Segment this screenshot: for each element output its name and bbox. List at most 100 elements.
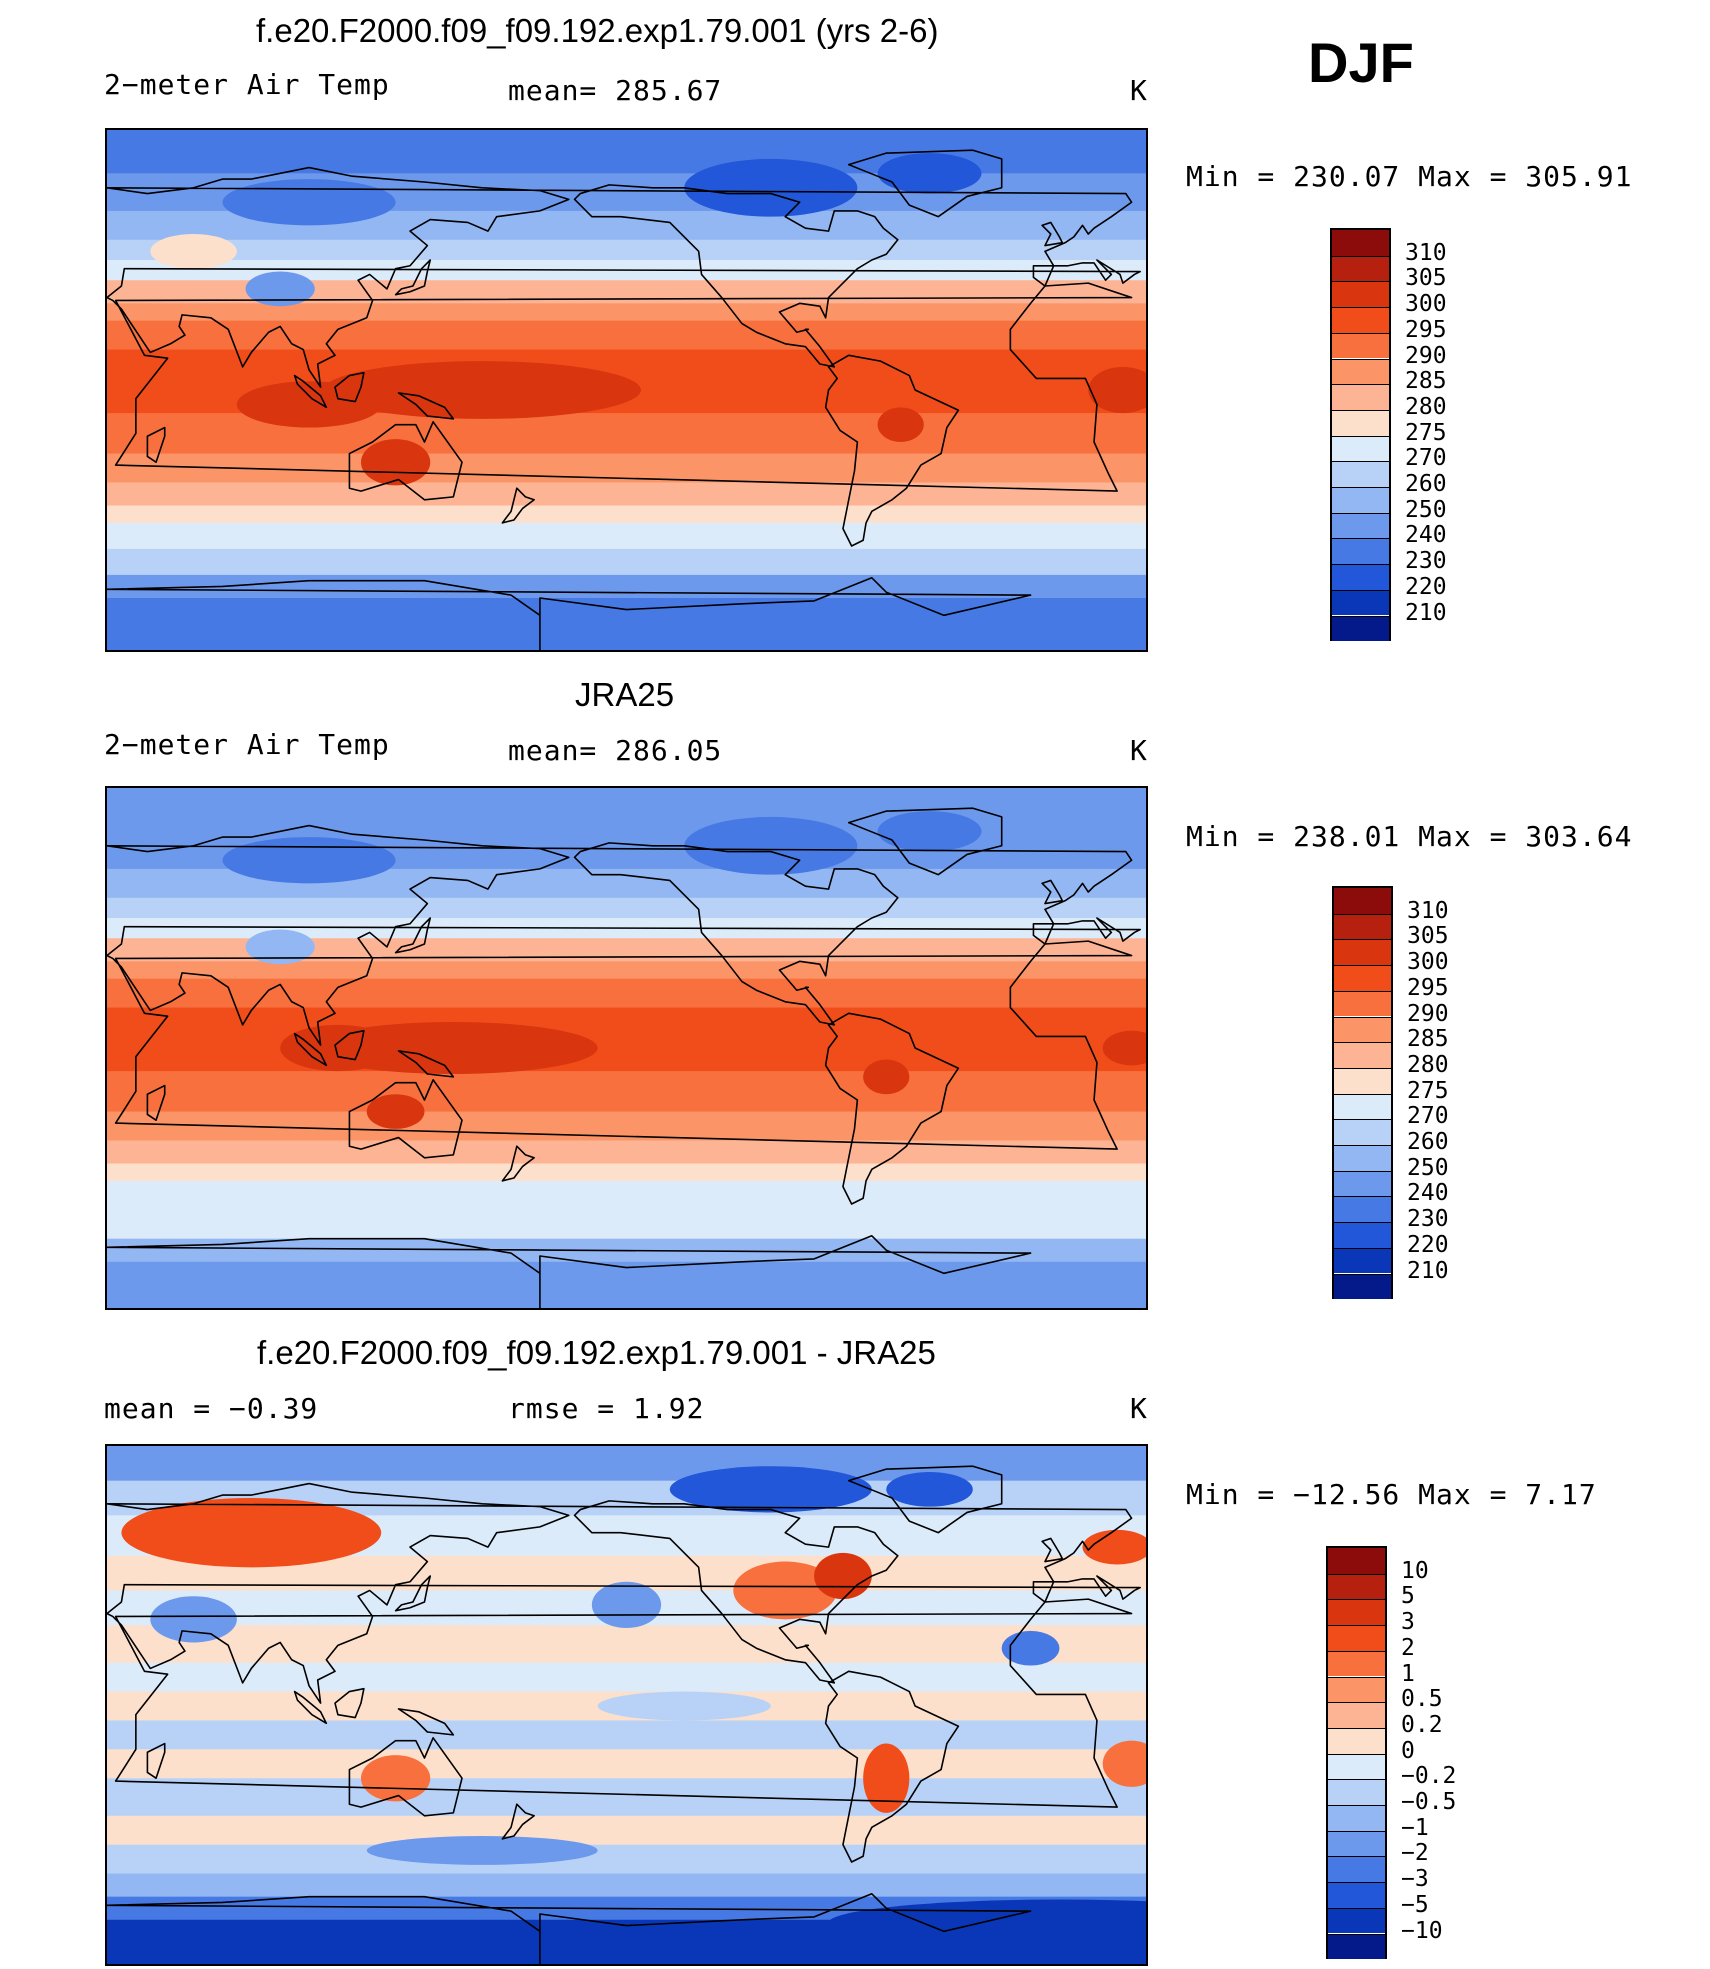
colorbar-swatch (1332, 461, 1389, 487)
contour-band (107, 788, 1146, 832)
coastline-africa (114, 940, 1133, 1150)
contour-region (1001, 1630, 1060, 1666)
contour-band (107, 978, 1146, 1009)
panel-3-title: f.e20.F2000.f09_f09.192.exp1.79.001 - JR… (257, 1334, 936, 1371)
colorbar-swatch (1328, 1805, 1385, 1831)
colorbar-tick-label: 230 (1405, 548, 1447, 575)
colorbar-tick-label: 210 (1405, 599, 1447, 626)
colorbar-tick-label: 5 (1401, 1583, 1415, 1610)
contour-band (107, 1720, 1146, 1750)
colorbar-tick-label: 270 (1407, 1103, 1449, 1130)
panel-1-variable-label: 2−meter Air Temp (104, 68, 390, 101)
colorbar-tick-label: 275 (1405, 419, 1447, 446)
contour-region (597, 1691, 771, 1721)
panel-1-title: f.e20.F2000.f09_f09.192.exp1.79.001 (yrs… (256, 12, 939, 49)
colorbar-swatch (1328, 1907, 1385, 1934)
jra25-temperature-map (105, 786, 1148, 1310)
coastline-australia (348, 420, 463, 501)
contour-band (107, 1625, 1146, 1664)
panel-2-mean-label: mean= 286.05 (508, 734, 723, 767)
colorbar-swatch (1328, 1599, 1385, 1626)
contour-region (360, 1755, 431, 1802)
coastline-japan (394, 1575, 432, 1612)
colorbar-swatch (1334, 1222, 1391, 1248)
coastline-newGuinea (397, 1050, 455, 1078)
colorbar-box (1332, 886, 1393, 1300)
coastline-madagascar (146, 1084, 166, 1122)
colorbar-tick-label: 310 (1405, 239, 1447, 266)
colorbar-tick-label: 295 (1405, 316, 1447, 343)
coastline-greenland (847, 149, 1003, 218)
coastline-northAmerica (573, 184, 899, 368)
colorbar-tick-label: −2 (1401, 1840, 1429, 1867)
coastline-northAmerica (573, 1500, 899, 1684)
colorbar-swatch (1332, 255, 1389, 282)
colorbar-swatch (1328, 1676, 1385, 1703)
colorbar-tick-label: 220 (1405, 573, 1447, 600)
contour-field (107, 788, 1146, 1308)
contour-field (107, 130, 1146, 650)
coastline-antarctica (107, 1234, 1032, 1308)
colorbar-tick-label: 285 (1405, 368, 1447, 395)
coastline-sumatra (293, 374, 328, 409)
colorbar-tick-label: 2 (1401, 1634, 1415, 1661)
contour-region (366, 1836, 598, 1865)
contour-region (669, 1466, 872, 1513)
panel-2-units-label: K (1130, 734, 1148, 767)
contour-band (107, 522, 1146, 550)
coastline-japan (394, 917, 432, 954)
coastline-japan (394, 259, 432, 296)
coastline-africa (114, 1598, 1133, 1808)
contour-band (107, 1778, 1146, 1817)
contour-region (877, 407, 924, 442)
contour-region (814, 1552, 872, 1600)
contour-field (107, 1446, 1146, 1964)
colorbar-tick-label: 230 (1407, 1206, 1449, 1233)
contour-band (107, 598, 1146, 650)
colorbar-tick-label: 300 (1407, 949, 1449, 976)
difference-map (105, 1444, 1148, 1966)
coastline-borneo (334, 1029, 365, 1061)
colorbar-swatch (1332, 332, 1389, 359)
contour-band (107, 1749, 1146, 1779)
coastline-newGuinea (397, 392, 455, 420)
colorbar-swatch (1328, 1702, 1385, 1728)
colorbar-box (1326, 1546, 1387, 1960)
colorbar-tick-label: 250 (1407, 1154, 1449, 1181)
contour-band (107, 303, 1146, 322)
colorbar-swatch (1328, 1650, 1385, 1677)
coastline-greenland (847, 807, 1003, 876)
colorbar-swatch (1332, 409, 1389, 436)
coastline-sumatra (293, 1690, 328, 1725)
contour-region (245, 929, 315, 965)
colorbar-swatch (1332, 564, 1389, 590)
colorbar-swatch (1334, 1273, 1391, 1300)
panel-1-minmax: Min = 230.07 Max = 305.91 (1186, 160, 1633, 193)
panel-1-units-label: K (1130, 74, 1148, 107)
coastline-madagascar (146, 1742, 166, 1780)
colorbar-swatch (1332, 384, 1389, 410)
coastline-newZealand (501, 1145, 535, 1182)
colorbar-swatch (1328, 1830, 1385, 1857)
contour-region (684, 816, 858, 875)
colorbar-tick-label: 300 (1405, 291, 1447, 318)
colorbar-tick-label: 270 (1405, 445, 1447, 472)
contour-band (107, 239, 1146, 261)
contour-band (107, 1815, 1146, 1846)
panel-3-rmse-label: rmse = 1.92 (508, 1392, 705, 1425)
colorbar-swatch (1334, 1042, 1391, 1068)
panel-3-mean-label: mean = −0.39 (104, 1392, 319, 1425)
panel-1-mean-label: mean= 285.67 (508, 74, 723, 107)
coastline-newZealand (501, 487, 535, 524)
colorbar-tick-label: 220 (1407, 1231, 1449, 1258)
contour-band (107, 1261, 1146, 1308)
panel-3-minmax: Min = −12.56 Max = 7.17 (1186, 1478, 1597, 1511)
contour-region (591, 1581, 662, 1628)
colorbar-tick-label: −10 (1401, 1917, 1443, 1944)
colorbar-swatch (1334, 1145, 1391, 1171)
contour-band (107, 1163, 1146, 1182)
coastline-sumatra (293, 1032, 328, 1067)
contour-region (684, 158, 858, 217)
contour-region (366, 1094, 425, 1129)
contour-band (107, 505, 1146, 524)
